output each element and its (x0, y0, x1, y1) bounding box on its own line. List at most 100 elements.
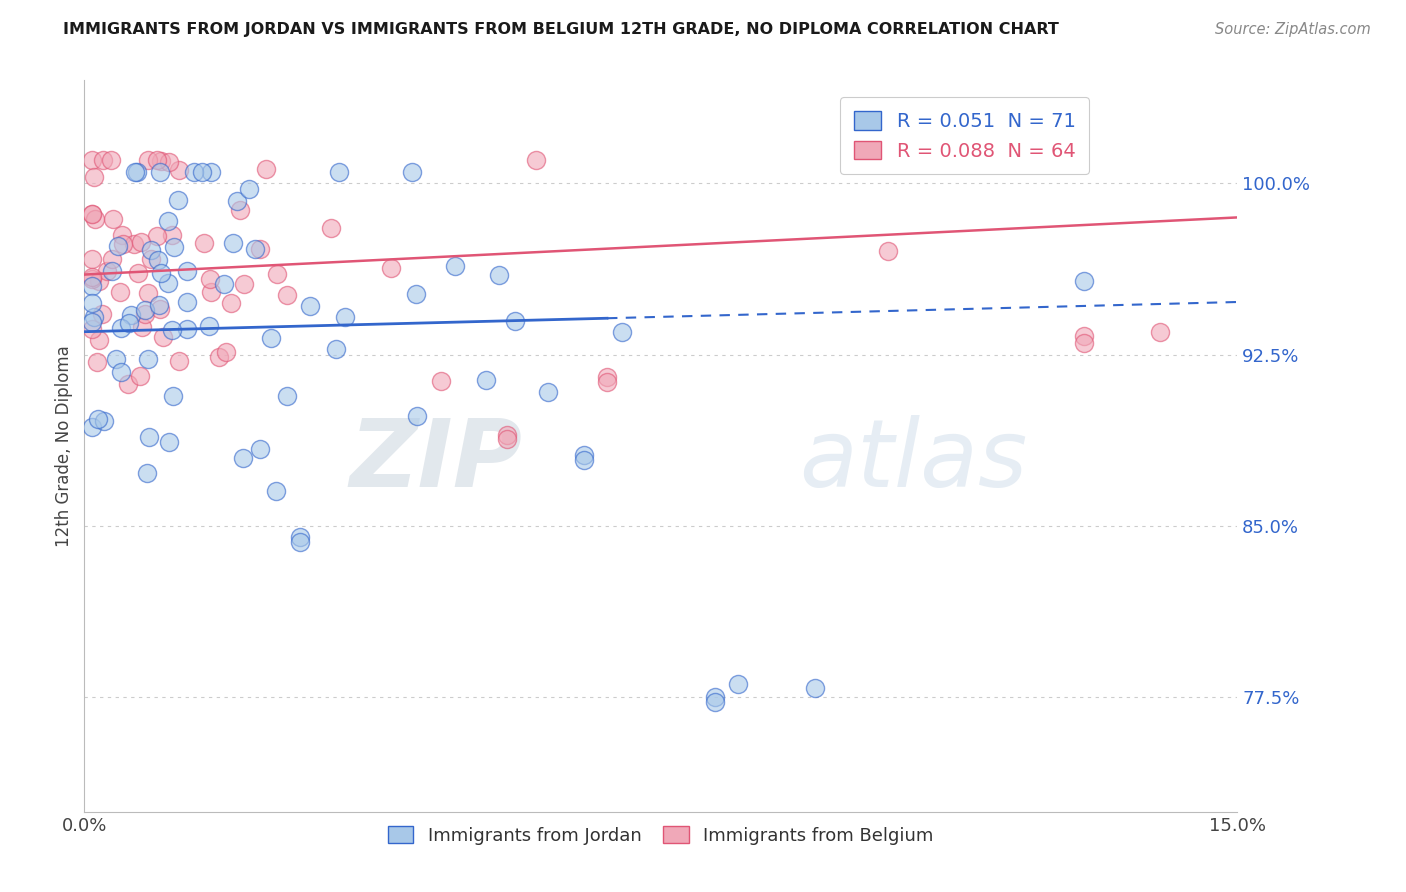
Text: Source: ZipAtlas.com: Source: ZipAtlas.com (1215, 22, 1371, 37)
Point (193, 235, 215, 250)
Point (138, 153, 160, 168)
Point (176, 294, 198, 309)
Point (148, 298, 170, 312)
Point (219, 296, 242, 310)
Point (405, 409, 427, 424)
Point (298, 300, 321, 314)
Point (169, 163, 191, 178)
Point (110, 365, 132, 379)
Point (266, 267, 288, 281)
Point (149, 302, 172, 317)
Point (139, 243, 162, 257)
Point (162, 389, 184, 403)
Point (159, 154, 181, 169)
Point (572, 452, 595, 467)
Point (166, 194, 188, 208)
Point (108, 285, 131, 300)
Point (111, 228, 134, 243)
Point (288, 535, 311, 549)
Point (80, 420, 103, 434)
Point (163, 240, 186, 254)
Point (80, 315, 103, 329)
Point (537, 384, 560, 399)
Point (276, 288, 298, 302)
Point (249, 442, 271, 456)
Point (288, 531, 311, 545)
Point (136, 467, 159, 481)
Point (127, 266, 149, 280)
Point (380, 261, 402, 276)
Point (131, 319, 153, 334)
Point (488, 268, 510, 283)
Point (183, 165, 205, 179)
Point (80, 270, 103, 285)
Point (122, 237, 145, 252)
Point (260, 331, 283, 345)
Point (80, 206, 103, 220)
Y-axis label: 12th Grade, No Diploma: 12th Grade, No Diploma (55, 345, 73, 547)
Point (197, 319, 219, 334)
Point (136, 285, 159, 300)
Point (496, 427, 519, 442)
Point (156, 213, 179, 227)
Point (503, 313, 526, 327)
Point (80, 279, 103, 293)
Point (101, 252, 124, 266)
Point (254, 161, 277, 176)
Point (87, 333, 110, 347)
Point (176, 264, 198, 278)
Legend: Immigrants from Jordan, Immigrants from Belgium: Immigrants from Jordan, Immigrants from … (380, 817, 942, 854)
Point (215, 344, 238, 359)
Point (80, 272, 103, 286)
Point (238, 182, 260, 196)
Point (612, 325, 634, 339)
Point (131, 235, 153, 249)
Point (443, 259, 465, 273)
Point (150, 154, 173, 169)
Point (176, 321, 198, 335)
Point (80, 252, 103, 266)
Point (124, 165, 146, 179)
Point (226, 194, 249, 209)
Point (145, 228, 167, 243)
Point (1149, 325, 1171, 339)
Point (103, 211, 125, 226)
Point (157, 435, 180, 450)
Point (146, 153, 169, 168)
Point (572, 448, 595, 462)
Point (876, 244, 898, 258)
Point (232, 451, 254, 466)
Point (430, 374, 453, 388)
Point (146, 253, 169, 268)
Point (150, 266, 173, 280)
Point (107, 239, 129, 253)
Point (111, 237, 134, 252)
Point (160, 227, 183, 242)
Point (596, 375, 619, 389)
Point (167, 354, 190, 368)
Point (91, 153, 114, 168)
Point (703, 690, 725, 705)
Point (200, 165, 222, 179)
Point (325, 342, 347, 356)
Point (703, 695, 725, 709)
Point (83, 211, 105, 226)
Point (83, 169, 105, 184)
Point (1073, 336, 1095, 351)
Point (208, 351, 231, 365)
Point (141, 252, 163, 267)
Point (803, 681, 825, 696)
Point (138, 352, 160, 367)
Point (328, 165, 350, 179)
Point (87, 412, 110, 426)
Point (1073, 329, 1095, 343)
Point (266, 483, 288, 498)
Point (221, 236, 243, 251)
Point (405, 287, 427, 301)
Point (229, 203, 252, 218)
Text: ZIP: ZIP (350, 415, 523, 507)
Point (105, 351, 128, 366)
Point (80, 153, 103, 168)
Point (1073, 275, 1095, 289)
Point (138, 430, 160, 444)
